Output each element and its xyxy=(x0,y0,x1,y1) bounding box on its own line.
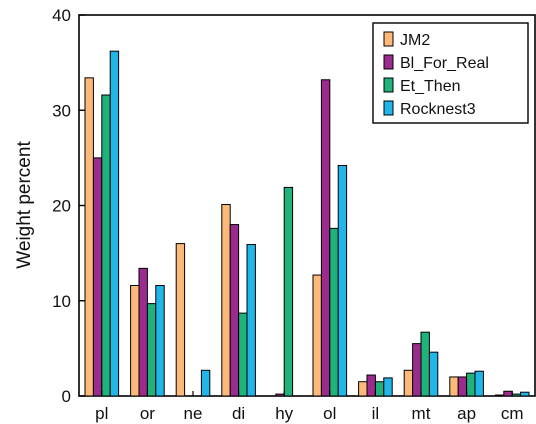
bar-di-bl-for-real xyxy=(229,224,240,397)
legend-label-et-then: Et_Then xyxy=(400,78,460,95)
x-tick-label-il: il xyxy=(372,404,380,423)
y-tick-label: 0 xyxy=(62,387,71,406)
bar-cm-et-then xyxy=(511,393,522,397)
bar-pl-rocknest3 xyxy=(109,50,120,397)
x-tick-label-cm: cm xyxy=(501,404,524,423)
legend-swatch-et-then xyxy=(383,77,394,93)
bar-or-bl-for-real xyxy=(138,267,148,397)
bar-di-jm2 xyxy=(221,204,231,397)
y-tick-label: 10 xyxy=(52,292,71,311)
bar-ol-rocknest3 xyxy=(337,164,348,397)
bar-or-jm2 xyxy=(130,285,140,397)
x-tick-label-pl: pl xyxy=(95,404,108,423)
bar-ol-et-then xyxy=(329,227,339,397)
bar-cm-jm2 xyxy=(494,394,505,397)
bar-pl-jm2 xyxy=(84,77,94,397)
bar-mt-et-then xyxy=(420,331,430,397)
legend-box xyxy=(372,22,529,124)
bar-ne-rocknest3 xyxy=(200,369,211,397)
bar-hy-bl-for-real xyxy=(275,393,285,397)
bar-ol-jm2 xyxy=(312,274,322,397)
bar-pl-bl-for-real xyxy=(92,157,103,397)
bar-il-jm2 xyxy=(358,381,368,397)
bars-layer xyxy=(84,50,530,397)
bar-pl-et-then xyxy=(101,94,111,397)
legend: JM2 Bl_For_Real Et_Then Rocknest3 xyxy=(372,22,529,124)
x-tick-label-ap: ap xyxy=(457,404,476,423)
bar-cm-bl-for-real xyxy=(503,390,513,397)
bar-mt-rocknest3 xyxy=(428,351,439,397)
bar-il-rocknest3 xyxy=(383,377,393,397)
y-tick-label: 20 xyxy=(52,197,71,216)
y-axis-title: Weight percent xyxy=(14,141,35,269)
bar-ap-jm2 xyxy=(449,376,459,397)
bar-or-et-then xyxy=(146,303,157,397)
bar-di-et-then xyxy=(238,312,248,397)
bar-ne-jm2 xyxy=(175,243,186,397)
bar-hy-et-then xyxy=(283,186,294,397)
x-tick-label-or: or xyxy=(140,404,155,423)
x-tick-label-di: di xyxy=(232,404,245,423)
bar-di-rocknest3 xyxy=(246,244,256,397)
bar-ap-et-then xyxy=(466,372,476,397)
bar-mt-jm2 xyxy=(403,369,414,397)
y-tick-label: 40 xyxy=(52,6,71,25)
bar-il-bl-for-real xyxy=(366,374,376,397)
legend-label-bl-for-real: Bl_For_Real xyxy=(400,55,489,72)
x-tick-label-ne: ne xyxy=(184,404,203,423)
bar-il-et-then xyxy=(374,381,385,397)
x-tick-label-mt: mt xyxy=(412,404,431,423)
legend-label-jm2: JM2 xyxy=(400,32,430,49)
bar-cm-rocknest3 xyxy=(520,391,530,397)
bar-ap-bl-for-real xyxy=(457,376,468,397)
legend-label-rocknest3: Rocknest3 xyxy=(400,101,476,118)
x-axis: pl or ne di hy ol il mt ap cm xyxy=(95,391,524,423)
y-axis: 0 10 20 30 40 xyxy=(52,6,85,406)
bar-ol-bl-for-real xyxy=(320,79,331,397)
legend-swatch-rocknest3 xyxy=(383,100,394,116)
bar-or-rocknest3 xyxy=(155,285,165,397)
y-tick-label: 30 xyxy=(52,101,71,120)
x-tick-label-ol: ol xyxy=(323,404,336,423)
bar-mt-bl-for-real xyxy=(412,343,422,397)
x-tick-label-hy: hy xyxy=(275,404,293,423)
legend-swatch-bl-for-real xyxy=(383,54,394,70)
bar-ap-rocknest3 xyxy=(474,370,484,397)
legend-swatch-jm2 xyxy=(383,31,394,47)
